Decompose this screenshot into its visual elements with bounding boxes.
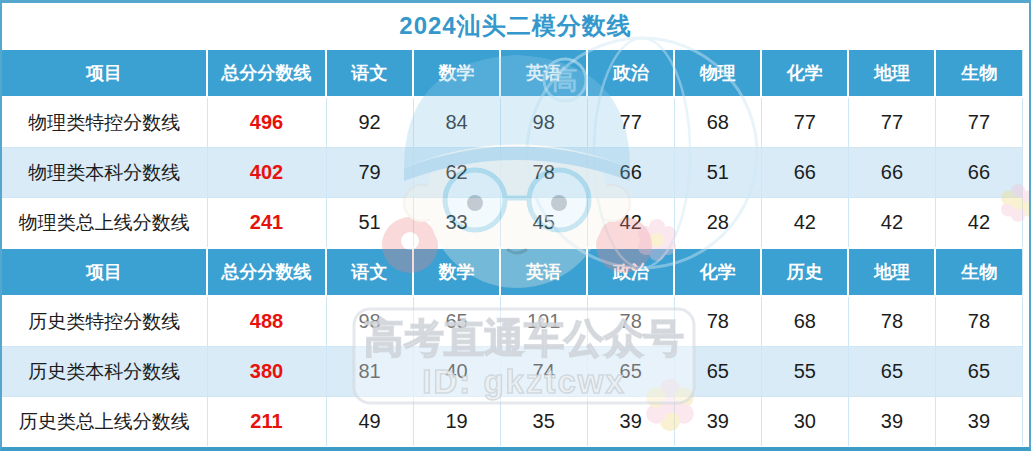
total-score-cell: 241 <box>207 198 326 248</box>
score-cell: 19 <box>413 397 500 447</box>
table-row: 物理类特控分数线4969284987768777777 <box>2 97 1023 148</box>
column-header-1: 总分分数线 <box>207 49 326 97</box>
score-cell: 35 <box>500 397 587 447</box>
column-header-6: 化学 <box>674 248 761 296</box>
physics-track-table: 项目总分分数线语文数学英语政治物理化学地理生物 物理类特控分数线49692849… <box>2 48 1023 247</box>
column-header-4: 英语 <box>500 248 587 296</box>
row-label: 物理类特控分数线 <box>2 97 207 148</box>
total-score-cell: 380 <box>207 347 326 397</box>
score-cell: 84 <box>413 97 500 148</box>
table-row: 物理类本科分数线4027962786651666666 <box>2 148 1023 198</box>
history-table-header: 项目总分分数线语文数学英语政治化学历史地理生物 <box>2 248 1023 296</box>
score-cell: 77 <box>935 97 1022 148</box>
column-header-6: 物理 <box>674 49 761 97</box>
header-row: 项目总分分数线语文数学英语政治物理化学地理生物 <box>2 49 1023 97</box>
score-cell: 79 <box>326 148 413 198</box>
score-cell: 101 <box>500 296 587 347</box>
score-cell: 78 <box>500 148 587 198</box>
column-header-5: 政治 <box>587 248 674 296</box>
score-cell: 66 <box>761 148 848 198</box>
column-header-9: 生物 <box>935 248 1022 296</box>
table-row: 历史类本科分数线3808140746565556565 <box>2 347 1023 397</box>
score-cell: 33 <box>413 198 500 248</box>
title-bar: 2024汕头二模分数线 <box>2 3 1029 48</box>
score-cell: 55 <box>761 347 848 397</box>
score-cell: 42 <box>587 198 674 248</box>
score-table-page: 2024汕头二模分数线 项目总分分数线语文数学英语政治物理化学地理生物 物理类特… <box>0 0 1031 451</box>
column-header-8: 地理 <box>848 248 935 296</box>
score-cell: 65 <box>413 296 500 347</box>
row-label: 物理类本科分数线 <box>2 148 207 198</box>
score-cell: 28 <box>674 198 761 248</box>
score-cell: 66 <box>587 148 674 198</box>
column-header-3: 数学 <box>413 248 500 296</box>
score-cell: 39 <box>935 397 1022 447</box>
column-header-3: 数学 <box>413 49 500 97</box>
score-cell: 66 <box>935 148 1022 198</box>
history-track-table: 项目总分分数线语文数学英语政治化学历史地理生物 历史类特控分数线48898651… <box>2 247 1023 446</box>
total-score-cell: 496 <box>207 97 326 148</box>
score-cell: 78 <box>674 296 761 347</box>
score-cell: 42 <box>761 198 848 248</box>
score-cell: 51 <box>674 148 761 198</box>
score-cell: 42 <box>935 198 1022 248</box>
column-header-2: 语文 <box>326 248 413 296</box>
page-title: 2024汕头二模分数线 <box>399 10 631 42</box>
row-label: 历史类本科分数线 <box>2 347 207 397</box>
score-cell: 39 <box>848 397 935 447</box>
row-label: 历史类特控分数线 <box>2 296 207 347</box>
score-cell: 92 <box>326 97 413 148</box>
score-cell: 65 <box>674 347 761 397</box>
column-header-7: 化学 <box>761 49 848 97</box>
table-row: 物理类总上线分数线2415133454228424242 <box>2 198 1023 248</box>
score-cell: 66 <box>848 148 935 198</box>
score-cell: 78 <box>935 296 1022 347</box>
score-cell: 68 <box>674 97 761 148</box>
score-cell: 30 <box>761 397 848 447</box>
score-cell: 65 <box>587 347 674 397</box>
physics-table-header: 项目总分分数线语文数学英语政治物理化学地理生物 <box>2 49 1023 97</box>
header-row: 项目总分分数线语文数学英语政治化学历史地理生物 <box>2 248 1023 296</box>
row-label: 物理类总上线分数线 <box>2 198 207 248</box>
score-cell: 62 <box>413 148 500 198</box>
column-header-0: 项目 <box>2 248 207 296</box>
table-row: 历史类总上线分数线2114919353939303939 <box>2 397 1023 447</box>
column-header-4: 英语 <box>500 49 587 97</box>
score-cell: 65 <box>848 347 935 397</box>
score-cell: 78 <box>848 296 935 347</box>
score-cell: 77 <box>848 97 935 148</box>
column-header-2: 语文 <box>326 49 413 97</box>
score-cell: 77 <box>587 97 674 148</box>
score-cell: 39 <box>674 397 761 447</box>
score-cell: 42 <box>848 198 935 248</box>
column-header-1: 总分分数线 <box>207 248 326 296</box>
total-score-cell: 402 <box>207 148 326 198</box>
column-header-8: 地理 <box>848 49 935 97</box>
score-cell: 68 <box>761 296 848 347</box>
total-score-cell: 488 <box>207 296 326 347</box>
column-header-0: 项目 <box>2 49 207 97</box>
row-label: 历史类总上线分数线 <box>2 397 207 447</box>
score-cell: 39 <box>587 397 674 447</box>
score-cell: 74 <box>500 347 587 397</box>
column-header-7: 历史 <box>761 248 848 296</box>
score-cell: 40 <box>413 347 500 397</box>
score-cell: 78 <box>587 296 674 347</box>
column-header-5: 政治 <box>587 49 674 97</box>
total-score-cell: 211 <box>207 397 326 447</box>
score-cell: 98 <box>326 296 413 347</box>
score-cell: 81 <box>326 347 413 397</box>
score-cell: 77 <box>761 97 848 148</box>
score-cell: 51 <box>326 198 413 248</box>
score-cell: 49 <box>326 397 413 447</box>
column-header-9: 生物 <box>935 49 1022 97</box>
table-row: 历史类特控分数线48898651017878687878 <box>2 296 1023 347</box>
score-cell: 45 <box>500 198 587 248</box>
score-cell: 98 <box>500 97 587 148</box>
score-cell: 65 <box>935 347 1022 397</box>
